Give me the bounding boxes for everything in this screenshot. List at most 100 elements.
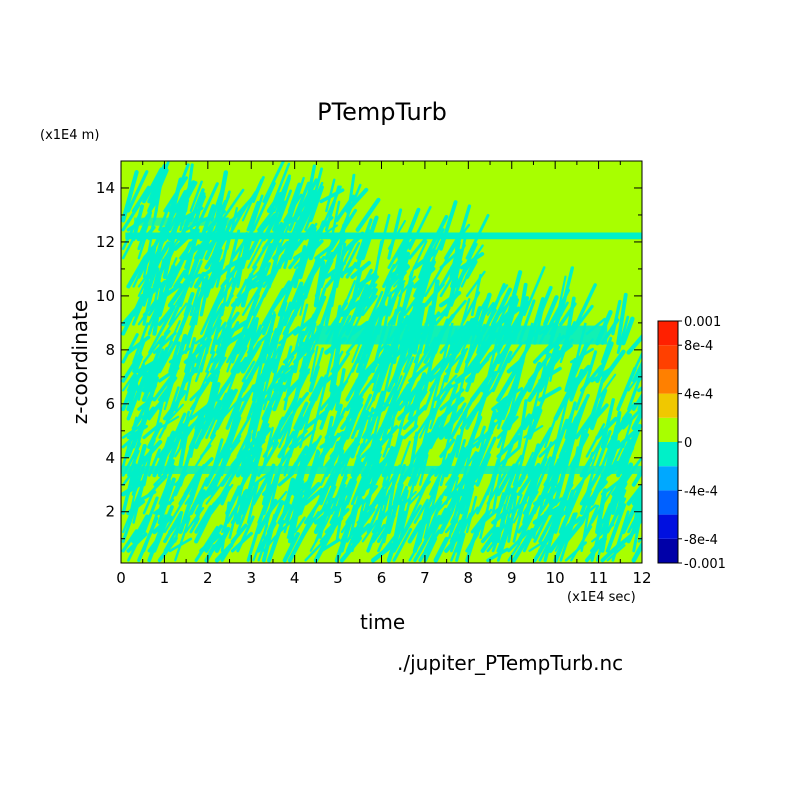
contour-streak bbox=[246, 200, 260, 232]
contour-streak bbox=[350, 260, 372, 279]
x-tick-label: 5 bbox=[333, 569, 343, 587]
contour-streak bbox=[527, 408, 543, 440]
contour-streak bbox=[184, 407, 206, 439]
contour-streak bbox=[574, 364, 591, 384]
contour-streak bbox=[261, 379, 284, 421]
contour-streak bbox=[303, 164, 317, 213]
contour-streak bbox=[174, 423, 184, 449]
contour-streak bbox=[408, 240, 428, 279]
contour-streak bbox=[288, 505, 301, 552]
x-axis-unit-label: (x1E4 sec) bbox=[567, 590, 636, 605]
contour-streak bbox=[195, 370, 210, 401]
contour-streak bbox=[313, 260, 326, 308]
contour-streak bbox=[564, 402, 577, 430]
x-tick-label: 3 bbox=[246, 569, 256, 587]
contour-streak bbox=[626, 333, 642, 355]
contour-streak bbox=[479, 322, 534, 540]
contour-streak bbox=[205, 392, 228, 439]
contour-streak bbox=[303, 255, 326, 289]
contour-streak bbox=[153, 348, 164, 373]
contour-streak bbox=[398, 275, 416, 297]
contour-streak bbox=[230, 523, 248, 544]
contour-band bbox=[134, 217, 230, 226]
contour-streak bbox=[398, 356, 415, 392]
contour-streak bbox=[236, 515, 255, 553]
contour-streak bbox=[335, 280, 356, 326]
contour-streak bbox=[423, 322, 478, 540]
contour-streak bbox=[178, 490, 196, 534]
contour-streak bbox=[402, 404, 428, 430]
contour-streak bbox=[381, 508, 393, 544]
contour-streak bbox=[475, 351, 493, 374]
contour-streak bbox=[163, 369, 178, 411]
contour-streak bbox=[204, 382, 221, 431]
contour-streak bbox=[173, 269, 187, 289]
contour-streak bbox=[252, 182, 276, 232]
contour-streak bbox=[444, 299, 467, 326]
contour-streak bbox=[158, 415, 180, 430]
contour-streak bbox=[533, 456, 552, 496]
contour-streak bbox=[455, 407, 469, 458]
contour-streak bbox=[252, 292, 266, 316]
contour-streak bbox=[121, 170, 139, 223]
contour-streak bbox=[131, 185, 151, 213]
contour-streak bbox=[626, 482, 642, 506]
contour-streak bbox=[153, 306, 176, 345]
contour-streak bbox=[486, 547, 510, 562]
contour-streak bbox=[236, 483, 257, 534]
contour-streak bbox=[278, 189, 293, 222]
contour-streak bbox=[439, 383, 459, 430]
contour-streak bbox=[183, 366, 198, 384]
contour-streak bbox=[631, 540, 642, 563]
contour-streak bbox=[376, 425, 399, 449]
contour-streak bbox=[345, 173, 356, 222]
contour-streak bbox=[491, 287, 512, 327]
contour-streak bbox=[465, 407, 479, 430]
contour-streak bbox=[454, 348, 467, 374]
contour-streak bbox=[554, 533, 565, 552]
contour-streak bbox=[590, 388, 608, 431]
contour-streak bbox=[174, 511, 184, 543]
contour-streak bbox=[626, 423, 642, 459]
y-tick-label: 14 bbox=[96, 179, 115, 197]
contour-streak bbox=[548, 523, 572, 553]
contour-streak bbox=[335, 242, 347, 288]
contour-streak bbox=[183, 474, 199, 497]
contour-streak bbox=[637, 490, 642, 506]
contour-streak bbox=[330, 483, 347, 505]
contour-streak bbox=[418, 529, 441, 562]
contour-streak bbox=[142, 245, 155, 260]
contour-streak bbox=[428, 514, 442, 535]
contour-streak bbox=[600, 336, 613, 364]
contour-streak bbox=[168, 412, 187, 449]
contour-streak bbox=[293, 516, 306, 534]
contour-streak bbox=[319, 399, 337, 421]
contour-streak bbox=[241, 360, 256, 383]
x-tick-label: 6 bbox=[377, 569, 387, 587]
contour-streak bbox=[632, 392, 642, 411]
contour-streak bbox=[157, 338, 179, 374]
contour-streak bbox=[235, 356, 249, 374]
contour-streak bbox=[157, 304, 176, 327]
contour-streak bbox=[517, 282, 528, 327]
contour-streak bbox=[543, 497, 563, 515]
contour-streak bbox=[522, 490, 539, 515]
x-tick-label: 1 bbox=[160, 569, 170, 587]
contour-streak bbox=[309, 167, 324, 213]
contour-streak bbox=[142, 335, 164, 364]
contour-streak bbox=[251, 262, 272, 307]
contour-streak bbox=[251, 351, 265, 402]
contour-streak bbox=[221, 399, 239, 420]
contour-streak bbox=[397, 485, 409, 506]
contour-streak bbox=[455, 402, 467, 421]
contour-streak bbox=[308, 185, 324, 223]
contour-streak bbox=[574, 429, 587, 469]
contour-streak bbox=[251, 357, 275, 393]
contour-streak bbox=[142, 444, 154, 487]
contour-streak bbox=[366, 290, 384, 326]
contour-streak bbox=[610, 534, 633, 553]
contour-streak bbox=[256, 498, 278, 534]
contour-streak bbox=[511, 527, 535, 563]
contour-streak bbox=[371, 351, 389, 384]
contour-streak bbox=[429, 488, 448, 515]
